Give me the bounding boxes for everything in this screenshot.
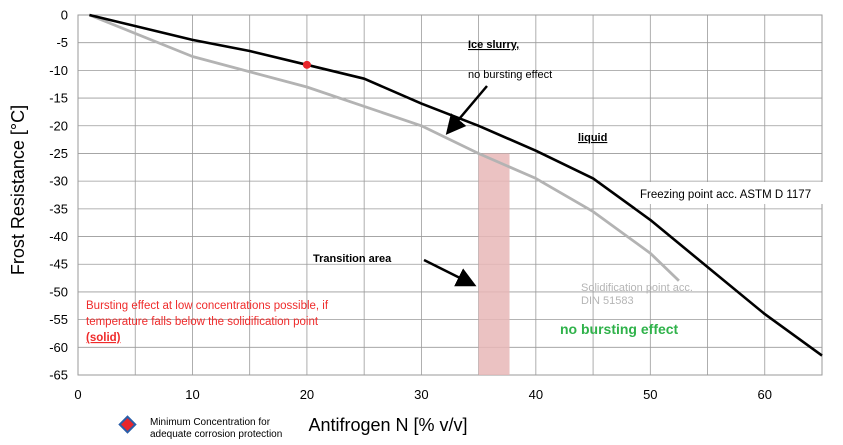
annotation-bursting-2: temperature falls below the solidificati… bbox=[86, 316, 319, 328]
y-tick-label: -50 bbox=[49, 284, 68, 299]
legend-line-1: Minimum Concentration for bbox=[150, 417, 271, 428]
annotation-no-bursting-lower: no bursting effect bbox=[560, 321, 679, 337]
x-axis-label: Antifrogen N [% v/v] bbox=[308, 415, 467, 435]
y-tick-label: -35 bbox=[49, 201, 68, 216]
annotation-bursting-1: Bursting effect at low concentrations po… bbox=[86, 300, 329, 312]
chart-series bbox=[88, 13, 823, 357]
transition-band bbox=[478, 153, 510, 375]
annotation-transition-area: Transition area bbox=[313, 253, 392, 265]
x-tick-label: 60 bbox=[758, 387, 772, 402]
y-tick-label: 0 bbox=[61, 8, 68, 23]
y-tick-label: -25 bbox=[49, 146, 68, 161]
arrow-ice-slurry bbox=[445, 85, 488, 135]
y-tick-label: -20 bbox=[49, 118, 68, 133]
y-axis-label: Frost Resistance [°C] bbox=[8, 105, 28, 275]
x-tick-label: 20 bbox=[300, 387, 314, 402]
annotation-solidification-1: Solidification point acc. bbox=[581, 282, 693, 294]
x-tick-label: 0 bbox=[74, 387, 81, 402]
freezing-point-line bbox=[89, 13, 823, 357]
annotation-liquid: liquid bbox=[578, 132, 607, 144]
solidification-point-line bbox=[88, 13, 680, 282]
x-tick-label: 30 bbox=[414, 387, 428, 402]
x-tick-label: 40 bbox=[529, 387, 543, 402]
y-tick-label: -55 bbox=[49, 312, 68, 327]
y-tick-label: -30 bbox=[49, 174, 68, 189]
legend-line-2: adequate corrosion protection bbox=[150, 429, 282, 440]
freezing-point-label-box bbox=[632, 182, 843, 204]
annotation-bursting-3: (solid) bbox=[86, 332, 121, 344]
x-tick-label: 10 bbox=[185, 387, 199, 402]
legend: Minimum Concentration for adequate corro… bbox=[118, 415, 282, 440]
min-concentration-marker bbox=[302, 60, 311, 69]
annotation-no-bursting-upper: no bursting effect bbox=[468, 69, 552, 81]
y-tick-label: -65 bbox=[49, 368, 68, 383]
legend-marker-icon bbox=[118, 415, 137, 434]
axis-tick-labels: 0 10 20 30 40 50 60 0 -5 -10 -15 -20 -25 -30 -35 -40 -45… bbox=[49, 8, 772, 403]
annotation-freezing-point: Freezing point acc. ASTM D 1177 bbox=[640, 189, 811, 201]
x-tick-label: 50 bbox=[643, 387, 657, 402]
y-tick-label: -40 bbox=[49, 229, 68, 244]
y-tick-label: -15 bbox=[49, 91, 68, 106]
y-tick-label: -5 bbox=[56, 35, 68, 50]
y-tick-label: -60 bbox=[49, 340, 68, 355]
annotation-ice-slurry: Ice slurry, bbox=[468, 39, 519, 51]
annotation-solidification-2: DIN 51583 bbox=[581, 295, 634, 307]
y-tick-label: -10 bbox=[49, 63, 68, 78]
arrow-transition-area bbox=[423, 258, 477, 287]
y-tick-label: -45 bbox=[49, 257, 68, 272]
